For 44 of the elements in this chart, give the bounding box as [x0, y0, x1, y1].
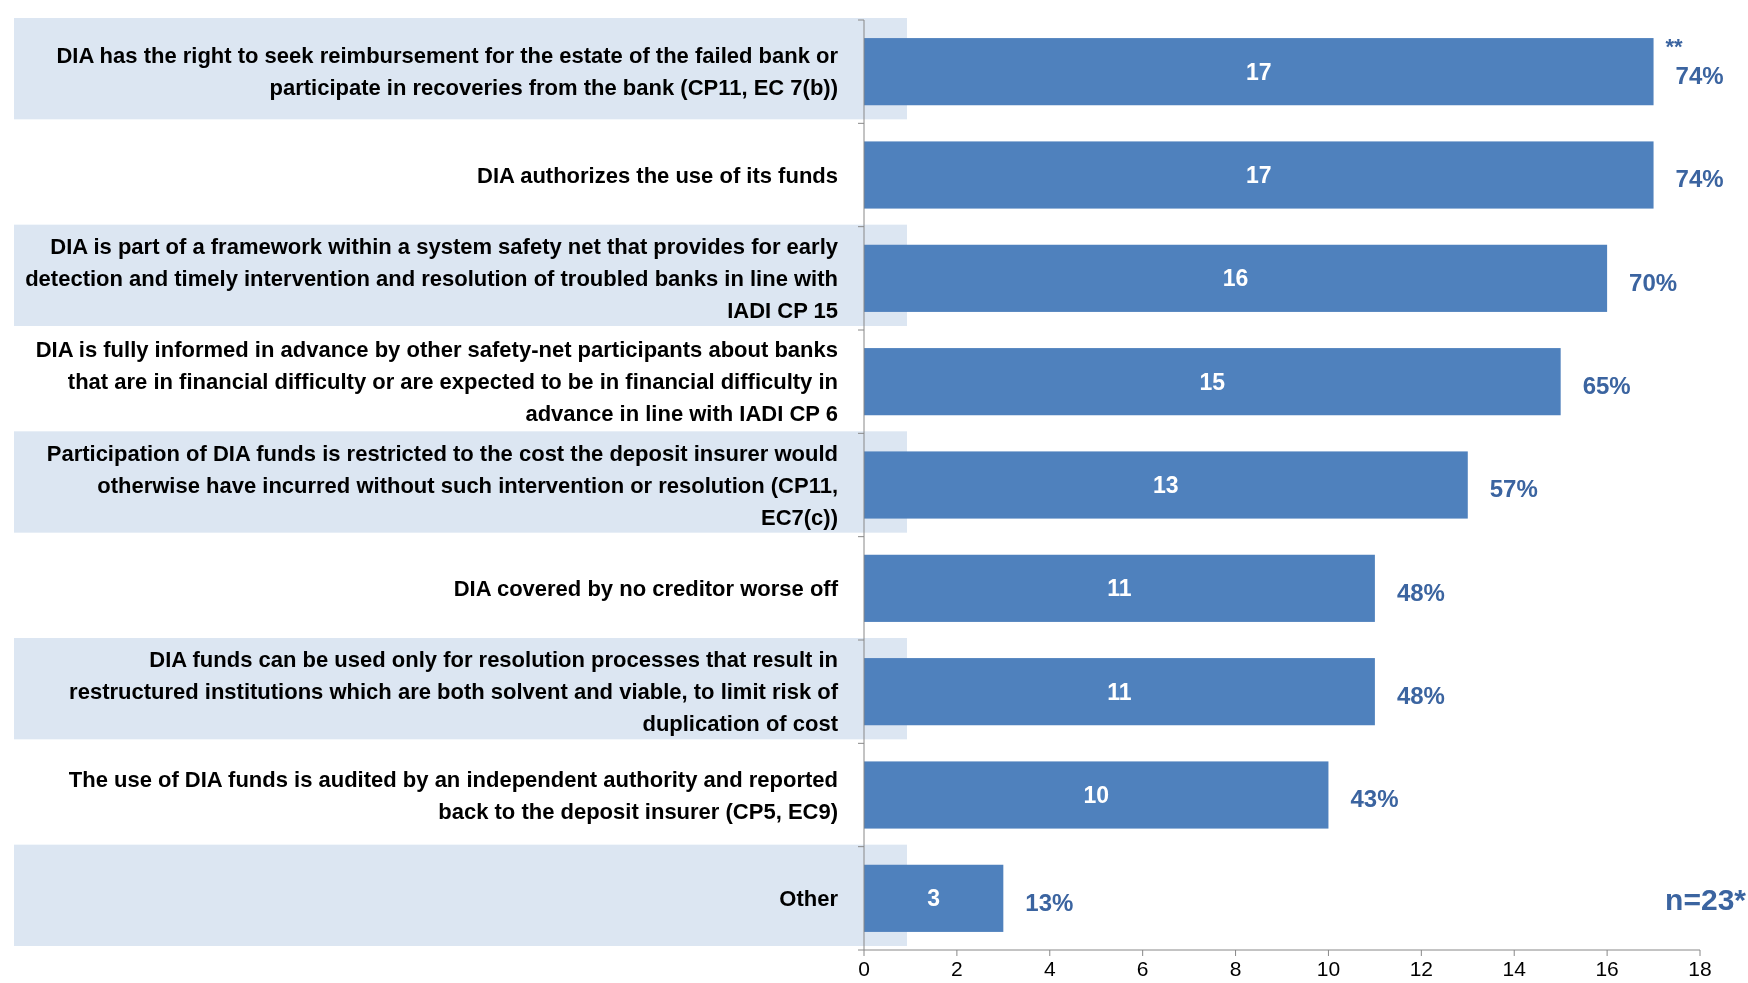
- annotation: 70%: [1629, 268, 1678, 296]
- data-label: 3: [927, 885, 941, 912]
- bar: [864, 348, 1561, 416]
- y-tick-label: DIA authorizes the use of its funds: [477, 162, 838, 188]
- x-tick-label: 18: [1688, 957, 1712, 980]
- data-label: 17: [1245, 58, 1272, 85]
- x-tick-label: 12: [1409, 957, 1434, 980]
- y-tick-label: Other: [779, 886, 839, 912]
- y-tick-label: Participation of DIA funds is restricted to the cost the deposit insurer would otherwise have incurred without such intervention or resolution (CP11, EC7(c)): [46, 440, 838, 530]
- data-label: 10: [1083, 782, 1110, 809]
- x-tick-label: 14: [1502, 957, 1527, 980]
- data-label: 11: [1107, 575, 1132, 602]
- x-tick-label: 2: [951, 957, 963, 980]
- x-tick-label: 0: [858, 957, 870, 980]
- bar: [864, 141, 1654, 209]
- x-tick-label: 16: [1595, 957, 1619, 980]
- annotation: 57%: [1489, 475, 1538, 503]
- annotation: 74%: [1675, 165, 1724, 193]
- data-label: 11: [1107, 678, 1132, 705]
- data-label: 17: [1245, 162, 1272, 189]
- annotation: 13%: [1025, 888, 1074, 916]
- annotation: 74%: [1675, 62, 1724, 90]
- y-tick-label: DIA funds can be used only for resolution processes that result in restructured institutions which are both solvent and viable, to limit risk of duplication of cost: [69, 647, 839, 737]
- annotation: 48%: [1396, 682, 1445, 710]
- annotation: 65%: [1582, 372, 1631, 400]
- x-tick-label: 6: [1136, 957, 1149, 980]
- data-label: 13: [1153, 472, 1179, 499]
- y-tick-label: DIA has the right to seek reimbursement for the estate of the failed bank or participate in recoveries from the bank (CP11, EC 7(b)): [56, 43, 839, 101]
- data-label: 16: [1222, 265, 1249, 292]
- y-tick-label: DIA is part of a framework within a system safety net that provides for early detection and timely intervention and resolution of troubled banks in line with IADI CP 15: [25, 234, 839, 324]
- x-tick-label: 4: [1043, 957, 1056, 980]
- y-tick-label: The use of DIA funds is audited by an independent authority and reported back to the deposit insurer (CP5, EC9): [68, 766, 838, 824]
- annotation: 48%: [1396, 578, 1445, 606]
- bar: [864, 554, 1375, 622]
- data-label: 15: [1199, 368, 1226, 395]
- annotation: 43%: [1350, 785, 1399, 813]
- x-tick-label: 8: [1229, 957, 1242, 980]
- annotation: **: [1665, 34, 1684, 60]
- y-tick-label: DIA covered by no creditor worse off: [453, 576, 839, 602]
- x-tick-label: 10: [1316, 957, 1341, 980]
- annotation: n=23*: [1665, 883, 1747, 916]
- bar: [864, 761, 1329, 829]
- y-tick-label: DIA is fully informed in advance by other safety-net participants about banks that are in financial difficulty or are expected to be in financial difficulty in advance in line with IADI CP 6: [35, 337, 838, 427]
- bar: [864, 864, 1004, 932]
